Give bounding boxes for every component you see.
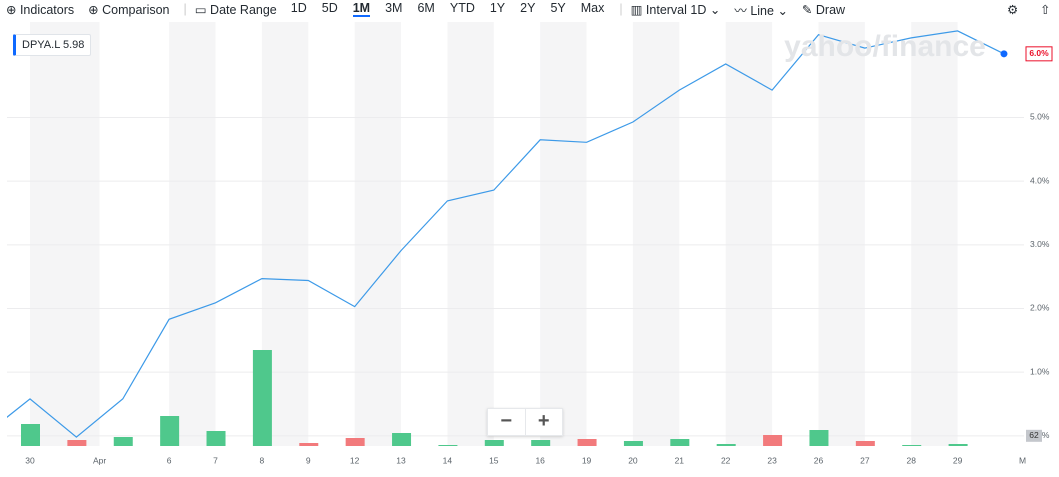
x-tick-label: 23 [767,455,777,465]
settings-button[interactable]: ⚙ [1007,2,1019,17]
range-button[interactable]: 1M [352,1,371,17]
volume-bar [531,440,551,446]
share-button[interactable]: ⇧ [1040,2,1051,17]
x-tick-label: 16 [535,455,545,465]
volume-bar [763,435,783,446]
indicators-button[interactable]: ⊕ Indicators [6,2,75,17]
last-point [1000,50,1008,58]
range-button[interactable]: 1Y [489,1,506,15]
day-band [818,22,865,446]
x-tick-label: 9 [306,455,311,465]
volume-bar [392,433,412,446]
zoom-out[interactable]: − [488,409,526,435]
interval-button[interactable]: ▥ Interval 1D ⌄ [630,2,721,17]
x-tick-label: 6 [167,455,172,465]
x-month-label: Apr [93,455,106,465]
volume-bar [67,440,87,446]
volume-bar [438,445,458,446]
day-band [540,22,587,446]
volume-bar [299,443,319,446]
x-tick-label: 22 [721,455,731,465]
y-tick-label: 5.0% [1030,112,1050,122]
day-band [354,22,402,446]
range-button[interactable]: Max [580,1,605,15]
range-button[interactable]: YTD [449,1,475,15]
day-band [169,22,216,446]
day-band [632,22,680,446]
volume-bar [716,444,736,446]
y-tick-label: 3.0% [1030,239,1050,249]
volume-bar [252,350,272,446]
volume-tag: 62 [1029,430,1039,440]
chart-style-button[interactable]: 〰 Line ⌄ [734,3,788,18]
x-tick-label: 20 [628,455,638,465]
x-tick-label: 7 [213,455,218,465]
zoom-control: − + [487,408,563,436]
toolbar: ⊕ Indicators ⊕ Comparison | ▭ Date Range… [6,1,1051,18]
day-band [911,22,958,446]
legend-symbol: DPYA.L [22,39,60,51]
volume-bar [206,431,226,446]
x-tick-label: 15 [489,455,499,465]
volume-bar [902,445,922,446]
volume-bar [623,441,643,446]
range-button[interactable]: 3M [385,1,403,15]
x-tick-label: 21 [675,455,685,465]
volume-bar [948,444,968,446]
price-tag-box [1025,46,1053,62]
x-tick-label: 26 [814,455,824,465]
comparison-button[interactable]: ⊕ Comparison [88,2,170,17]
x-tick-label: 13 [396,455,406,465]
legend-price: 5.98 [62,39,85,51]
range-button[interactable]: 5Y [550,1,566,15]
day-band [30,22,100,446]
x-tick-label: 8 [260,455,265,465]
zoom-in[interactable]: + [537,410,550,432]
volume-bar [809,430,829,446]
volume-bar [484,440,504,446]
volume-bar [345,438,365,446]
range-button[interactable]: 2Y [520,1,536,15]
range-button[interactable]: 5D [321,1,338,15]
x-tick-label: 19 [582,455,592,465]
price-tag: 6.0% [1029,48,1049,58]
date-range-button[interactable]: ▭ Date Range [194,2,277,17]
y-tick-label: 2.0% [1030,303,1050,313]
range-button[interactable]: 1D [290,1,307,15]
volume-bar [21,424,40,446]
y-tick-label: 4.0% [1030,175,1050,185]
volume-bar [577,439,597,446]
x-tick-label: 27 [860,455,870,465]
range-button[interactable]: 6M [417,1,435,15]
draw-button[interactable]: ✎ Draw [801,2,846,17]
range-group: 1D 5D 1M 3M 6M YTD 1Y 2Y 5Y Max [291,1,620,17]
volume-tag-box [1026,429,1042,442]
x-tick-label: 14 [443,455,453,465]
volume-bar [113,437,133,446]
volume-bar [670,439,690,446]
day-band [725,22,773,446]
x-month-label: M [1019,455,1026,465]
legend: DPYA.L 5.98 [13,34,92,56]
volume-bar [160,416,180,446]
x-tick-label: 12 [350,455,360,465]
price-line [7,30,1005,438]
watermark: yahoo/finance [784,30,986,63]
x-tick-label: 30 [25,455,35,465]
x-tick-label: 28 [906,455,916,465]
volume-bar [855,441,875,446]
y-tick-label: 1.0% [1030,366,1050,376]
x-tick-label: 29 [953,455,963,465]
day-band [447,22,494,446]
